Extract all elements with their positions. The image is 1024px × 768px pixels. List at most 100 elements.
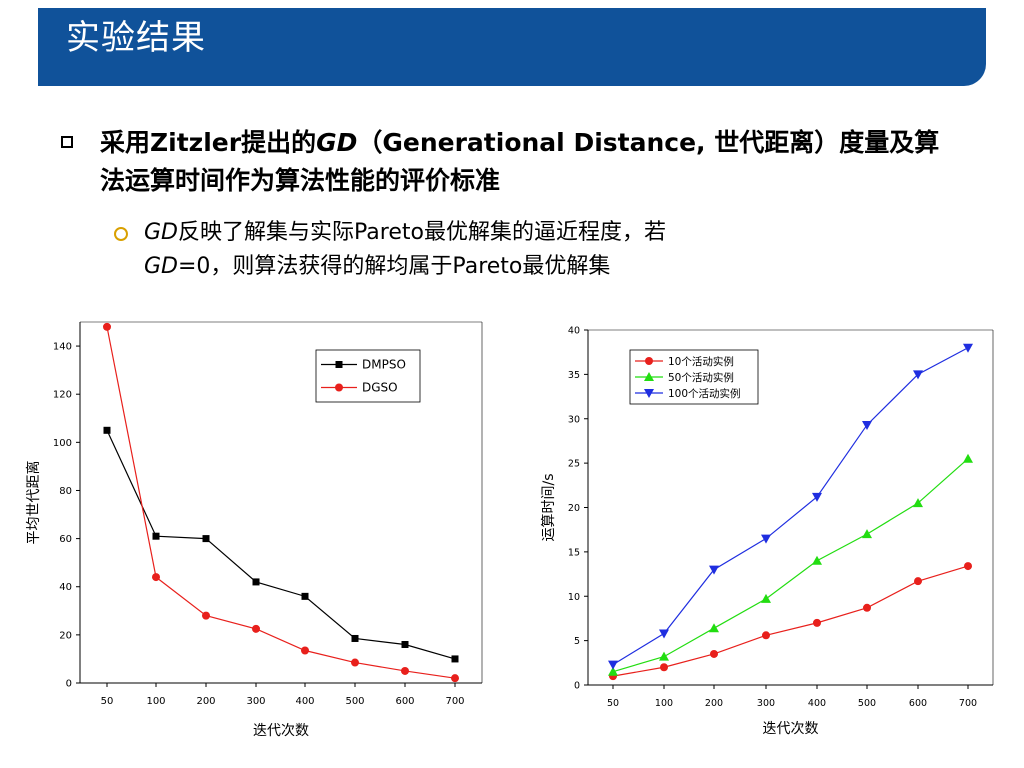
chart1-x-tick-label: 500 xyxy=(345,696,364,707)
chart2-y-tick-label: 15 xyxy=(568,547,580,558)
chart1-x-tick-label: 100 xyxy=(146,696,165,707)
chart2-x-tick-label: 400 xyxy=(808,698,826,709)
chart1-data-point xyxy=(152,532,160,540)
chart1-y-tick-label: 140 xyxy=(53,342,72,353)
chart2-y-tick-label: 30 xyxy=(568,414,580,425)
chart2-data-point xyxy=(710,649,718,658)
bullet-1-rest: （Generational Distance, 世代距离）度量及算法运算时间作为… xyxy=(100,128,940,195)
chart2-y-tick-label: 40 xyxy=(568,326,580,337)
chart2-x-tick-label: 50 xyxy=(607,698,619,709)
chart2-x-tick-label: 300 xyxy=(757,698,775,709)
chart1-x-tick-label: 200 xyxy=(196,696,215,707)
chart1-data-point xyxy=(401,666,409,675)
chart2-y-tick-label: 5 xyxy=(574,636,580,647)
bullet-2-gd-a: GD xyxy=(144,220,178,245)
chart2-data-point xyxy=(812,492,822,502)
chart2-data-point xyxy=(862,420,872,430)
square-bullet-icon xyxy=(61,136,73,148)
chart2-legend-box xyxy=(629,349,759,405)
title-bar xyxy=(38,8,986,86)
chart2-data-point xyxy=(813,618,821,627)
chart2-data-point xyxy=(863,603,871,612)
chart2-x-tick-label: 700 xyxy=(959,698,977,709)
page-title: 实验结果 xyxy=(66,18,206,58)
bullet-1-gd: GD xyxy=(316,128,358,157)
chart1-x-axis-label: 迭代次数 xyxy=(253,723,309,739)
chart1-data-point xyxy=(451,674,459,683)
chart2-legend-marker xyxy=(644,389,654,398)
chart2-legend-label: 100个活动实例 xyxy=(668,387,741,400)
chart2-data-point xyxy=(659,651,669,661)
chart2-data-point xyxy=(709,565,719,575)
chart1-data-point xyxy=(301,646,309,655)
chart1-data-point xyxy=(202,535,210,543)
chart1-y-tick-label: 40 xyxy=(59,582,72,593)
chart1-x-tick-label: 400 xyxy=(295,696,314,707)
chart2-data-point xyxy=(659,629,669,639)
chart1-y-tick-label: 60 xyxy=(59,534,72,545)
chart1-series-line xyxy=(106,326,456,679)
chart2-y-tick-label: 35 xyxy=(568,370,580,381)
chart1-data-point xyxy=(202,611,210,620)
chart1-y-axis-label: 平均世代距离 xyxy=(25,461,42,545)
chart1-data-point xyxy=(103,322,111,331)
chart1-data-point xyxy=(401,640,409,648)
chart1-legend-label: DMPSO xyxy=(362,358,406,372)
chart1-data-point xyxy=(451,655,459,663)
bullet-2-text-b: =0，则算法获得的解均属于Pareto最优解集 xyxy=(178,254,611,279)
chart2-data-point xyxy=(913,498,923,508)
chart1-x-tick-label: 50 xyxy=(101,696,114,707)
chart2-x-tick-label: 500 xyxy=(858,698,876,709)
chart1-data-point xyxy=(152,573,160,582)
chart1-legend-label: DGSO xyxy=(362,381,398,395)
chart2-data-point xyxy=(660,663,668,672)
chart1-data-point xyxy=(252,578,260,586)
bullet-1-mid: 提出的 xyxy=(241,128,317,157)
chart2-x-axis-label: 迭代次数 xyxy=(763,721,819,737)
chart1-y-tick-label: 20 xyxy=(59,630,72,641)
chart2-series-line xyxy=(612,565,969,677)
chart2-data-point xyxy=(762,631,770,640)
chart2-data-point xyxy=(812,555,822,565)
circle-bullet-icon xyxy=(114,227,128,241)
bullet-2-gd-b: GD xyxy=(144,254,178,279)
chart2-legend-label: 10个活动实例 xyxy=(668,355,734,368)
chart2-data-point xyxy=(963,343,973,353)
chart1-y-tick-label: 80 xyxy=(59,486,72,497)
chart1-y-tick-label: 100 xyxy=(53,438,72,449)
chart1-legend-box xyxy=(315,349,421,403)
chart2-data-point xyxy=(913,370,923,380)
chart2-x-tick-label: 600 xyxy=(909,698,927,709)
bullet-2: GD反映了解集与实际Pareto最优解集的逼近程度，若 GD=0，则算法获得的解均… xyxy=(112,216,912,284)
chart2-series-line xyxy=(612,347,969,666)
chart2-data-point xyxy=(608,660,618,670)
chart2-legend-marker xyxy=(644,372,654,381)
bullet-1-zitzler: Zitzler xyxy=(150,128,242,157)
chart1-x-tick-label: 700 xyxy=(445,696,464,707)
chart1-y-tick-label: 120 xyxy=(53,390,72,401)
chart1-data-point xyxy=(252,624,260,633)
bullet-1: 采用Zitzler提出的GD（Generational Distance, 世代… xyxy=(61,124,950,200)
chart2-y-tick-label: 20 xyxy=(568,503,580,514)
chart2-data-point xyxy=(964,562,972,571)
chart2-data-point xyxy=(963,453,973,463)
chart2-series-line xyxy=(612,458,969,673)
chart2-data-point xyxy=(862,529,872,539)
chart1-legend-marker xyxy=(335,361,343,368)
chart1-x-tick-label: 600 xyxy=(395,696,414,707)
chart2-y-tick-label: 10 xyxy=(568,592,580,603)
chart2-x-tick-label: 200 xyxy=(705,698,723,709)
chart2-legend-marker xyxy=(645,357,653,365)
chart2-data-point xyxy=(914,577,922,586)
chart2-legend-label: 50个活动实例 xyxy=(668,371,734,384)
chart1-y-tick-label: 0 xyxy=(66,679,72,690)
chart1-data-point xyxy=(301,592,309,600)
chart2-y-tick-label: 25 xyxy=(568,459,580,470)
chart1-data-point xyxy=(103,426,111,434)
chart1-legend-marker xyxy=(335,383,343,392)
chart2-data-point xyxy=(608,666,618,676)
chart2-data-point xyxy=(761,534,771,544)
chart2-data-point xyxy=(761,593,771,603)
chart2-x-tick-label: 100 xyxy=(655,698,673,709)
